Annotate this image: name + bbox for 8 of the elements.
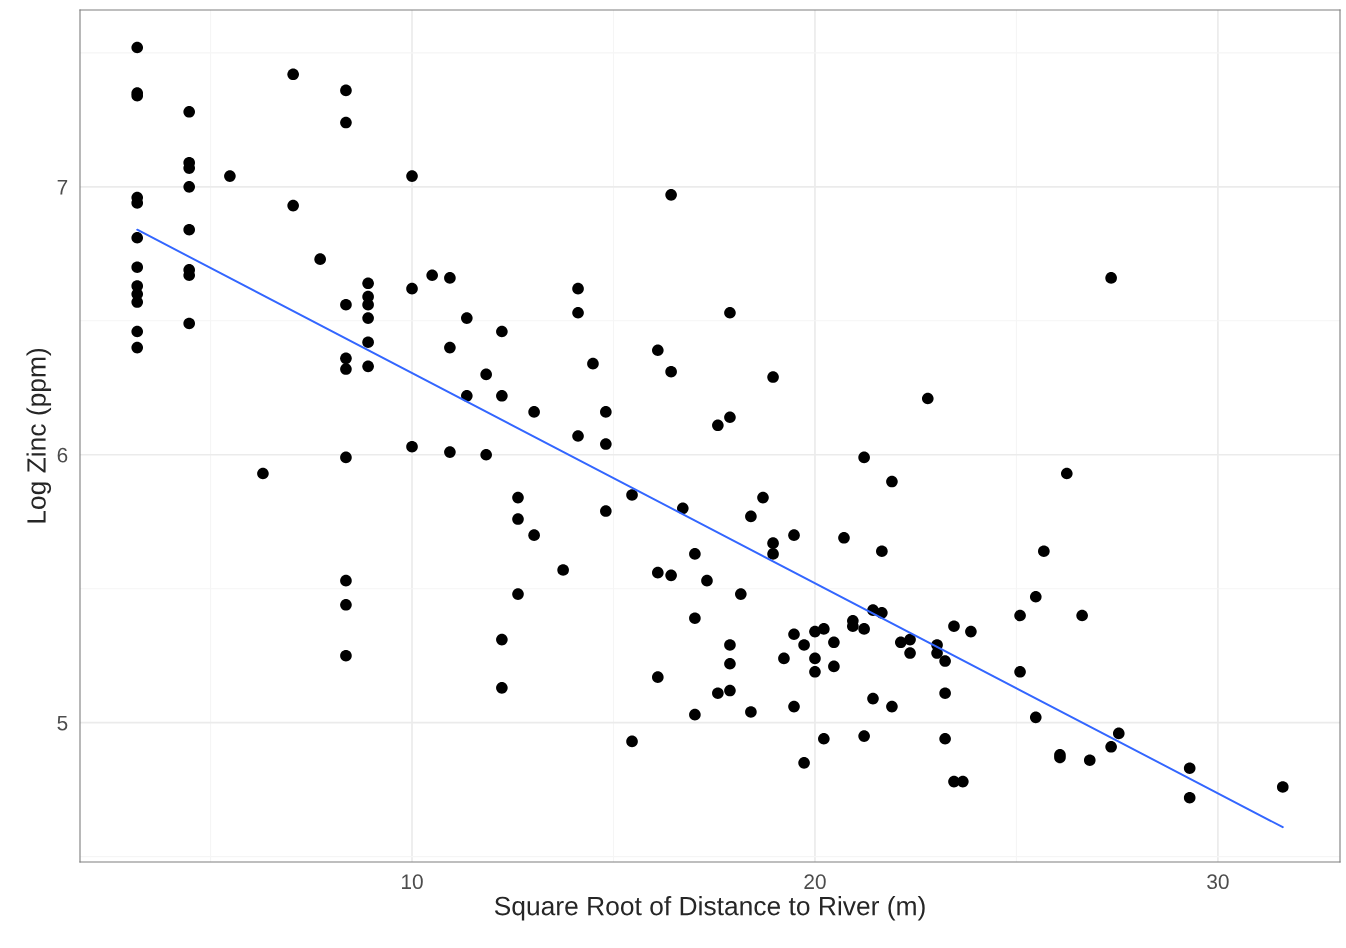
y-tick-label: 5 [57,715,68,731]
x-tick-label: 30 [1207,874,1229,890]
y-tick-label: 7 [57,180,68,195]
y-tick-label: 6 [57,447,68,463]
x-axis-title: Square Root of Distance to River (m) [494,896,925,921]
y-axis-title: Log Zinc (ppm) [26,348,52,523]
x-tick-label: 10 [402,874,423,890]
x-tick-label: 20 [804,874,826,890]
